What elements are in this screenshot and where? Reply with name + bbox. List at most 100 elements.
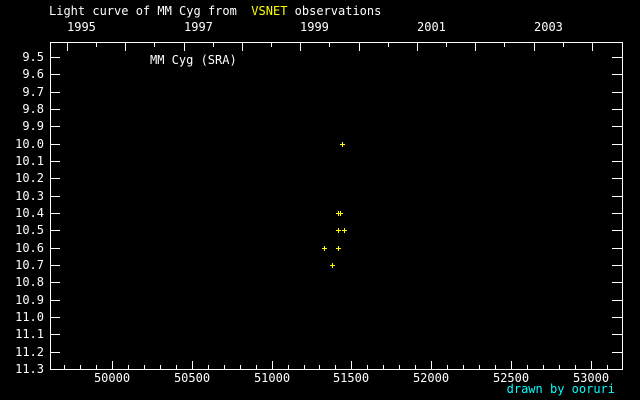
x-axis-minor-tick xyxy=(495,365,496,369)
data-point xyxy=(336,228,341,233)
x-axis-minor-tick xyxy=(383,365,384,369)
x-axis-minor-tick xyxy=(447,365,448,369)
x-axis-minor-tick xyxy=(208,365,209,369)
y-axis-tick-label: 11.1 xyxy=(15,327,44,341)
y-axis-tick-left xyxy=(51,369,60,370)
top-axis-year-tick xyxy=(359,43,360,51)
y-axis-tick-label: 10.3 xyxy=(15,189,44,203)
top-axis-year-tick xyxy=(417,43,418,51)
y-axis-tick-label: 10.9 xyxy=(15,293,44,307)
data-point xyxy=(338,211,343,216)
y-axis-tick-label: 10.4 xyxy=(15,206,44,220)
y-axis-tick-left xyxy=(51,178,60,179)
x-axis-tick-label: 51500 xyxy=(332,371,370,385)
x-axis-minor-tick xyxy=(64,365,65,369)
y-axis-tick-right xyxy=(612,92,622,93)
top-axis-year-tick xyxy=(242,43,243,51)
x-axis-minor-tick xyxy=(288,365,289,369)
y-axis-tick-left xyxy=(51,109,60,110)
y-axis-tick-left xyxy=(51,196,60,197)
top-axis-year-tick xyxy=(475,43,476,51)
x-axis-tick-label: 53000 xyxy=(572,371,610,385)
y-axis-tick-left xyxy=(51,317,60,318)
y-axis-tick-right xyxy=(612,161,622,162)
y-axis-tick-label: 10.1 xyxy=(15,154,44,168)
x-axis-tick-label: 50000 xyxy=(93,371,131,385)
top-axis-halfyear-tick xyxy=(329,43,330,47)
y-axis-tick-right xyxy=(612,74,622,75)
y-axis-tick-label: 9.7 xyxy=(22,85,44,99)
y-axis-tick-right xyxy=(612,369,622,370)
y-axis-tick-right xyxy=(612,265,622,266)
x-axis-minor-tick xyxy=(335,365,336,369)
x-axis-minor-tick xyxy=(80,365,81,369)
plot-area-border xyxy=(50,42,623,370)
x-axis-minor-tick xyxy=(96,365,97,369)
data-point xyxy=(322,246,327,251)
top-axis-halfyear-tick xyxy=(446,43,447,47)
y-axis-tick-right xyxy=(612,144,622,145)
y-axis-tick-right xyxy=(612,196,622,197)
x-axis-major-tick xyxy=(272,361,273,369)
y-axis-tick-label: 9.9 xyxy=(22,119,44,133)
chart-title: Light curve of MM Cyg from VSNET observa… xyxy=(49,4,381,18)
top-axis-year-tick xyxy=(125,43,126,51)
x-axis-tick-label: 50500 xyxy=(173,371,211,385)
top-axis-halfyear-tick xyxy=(504,43,505,47)
y-axis-tick-left xyxy=(51,248,60,249)
y-axis-tick-label: 9.8 xyxy=(22,102,44,116)
y-axis-tick-label: 11.2 xyxy=(15,345,44,359)
x-axis-major-tick xyxy=(591,361,592,369)
x-axis-tick-label: 52000 xyxy=(412,371,450,385)
y-axis-tick-left xyxy=(51,126,60,127)
y-axis-tick-label: 10.7 xyxy=(15,258,44,272)
top-axis-halfyear-tick xyxy=(213,43,214,47)
y-axis-tick-label: 10.5 xyxy=(15,223,44,237)
top-axis-year-label: 1999 xyxy=(300,20,329,34)
y-axis-tick-label: 9.5 xyxy=(22,50,44,64)
x-axis-minor-tick xyxy=(160,365,161,369)
x-axis-minor-tick xyxy=(240,365,241,369)
top-axis-halfyear-tick xyxy=(154,43,155,47)
data-point xyxy=(330,263,335,268)
x-axis-major-tick xyxy=(112,361,113,369)
x-axis-minor-tick xyxy=(367,365,368,369)
top-axis-year-label: 2003 xyxy=(534,20,563,34)
y-axis-tick-right xyxy=(612,57,622,58)
top-axis-year-tick xyxy=(592,43,593,51)
x-axis-minor-tick xyxy=(527,365,528,369)
y-axis-tick-right xyxy=(612,109,622,110)
x-axis-major-tick xyxy=(431,361,432,369)
y-axis-tick-label: 10.8 xyxy=(15,275,44,289)
y-axis-tick-label: 9.6 xyxy=(22,67,44,81)
data-point xyxy=(342,228,347,233)
top-axis-year-label: 2001 xyxy=(417,20,446,34)
x-axis-minor-tick xyxy=(304,365,305,369)
x-axis-major-tick xyxy=(192,361,193,369)
y-axis-tick-right xyxy=(612,178,622,179)
y-axis-tick-left xyxy=(51,230,60,231)
y-axis-tick-right xyxy=(612,282,622,283)
y-axis-tick-left xyxy=(51,265,60,266)
y-axis-tick-left xyxy=(51,92,60,93)
top-axis-year-tick xyxy=(184,43,185,51)
data-point xyxy=(340,142,345,147)
top-axis-year-tick xyxy=(67,43,68,51)
y-axis-tick-label: 10.6 xyxy=(15,241,44,255)
x-axis-minor-tick xyxy=(575,365,576,369)
credit-text: drawn by ooruri xyxy=(506,382,615,396)
x-axis-tick-label: 52500 xyxy=(492,371,530,385)
star-designation-label: MM Cyg (SRA) xyxy=(150,53,237,67)
x-axis-minor-tick xyxy=(543,365,544,369)
x-axis-minor-tick xyxy=(607,365,608,369)
x-axis-tick-label: 51000 xyxy=(253,371,291,385)
y-axis-tick-label: 10.2 xyxy=(15,171,44,185)
top-axis-halfyear-tick xyxy=(96,43,97,47)
x-axis-minor-tick xyxy=(415,365,416,369)
y-axis-tick-right xyxy=(612,300,622,301)
chart-title-vsnet: VSNET xyxy=(251,4,288,18)
x-axis-major-tick xyxy=(351,361,352,369)
y-axis-tick-right xyxy=(612,230,622,231)
y-axis-tick-right xyxy=(612,126,622,127)
